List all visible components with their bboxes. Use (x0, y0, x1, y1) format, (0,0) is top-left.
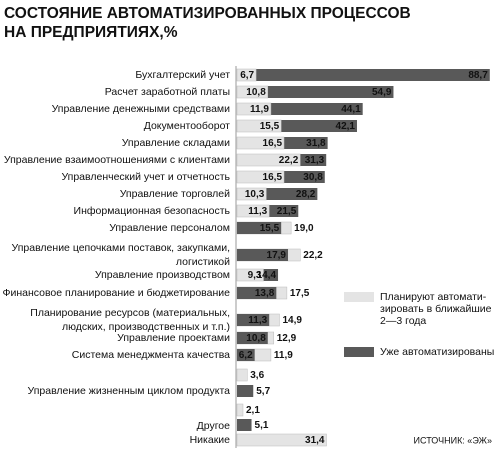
category-label: Другое (197, 420, 231, 432)
bar (236, 85, 269, 99)
value-label: 6,2 (239, 350, 253, 361)
value-label: 22,2 (303, 250, 323, 261)
category-label: Информационная безопасность (74, 205, 231, 217)
legend-label: Уже автоматизированы (380, 346, 494, 358)
bar (236, 268, 264, 282)
bar (236, 403, 244, 417)
bar (236, 153, 301, 167)
bar (237, 69, 490, 81)
value-label: 42,1 (336, 121, 356, 132)
bar (237, 249, 289, 261)
bar (236, 102, 272, 116)
bar (236, 204, 270, 218)
value-label: 22,2 (279, 155, 299, 166)
bar (237, 385, 254, 397)
bar (237, 287, 277, 299)
value-label: 16,5 (263, 172, 283, 183)
value-label: 11,3 (248, 315, 267, 326)
category-label: Управление производством (95, 269, 230, 281)
category-label: Расчет заработной платы (105, 86, 230, 98)
category-label: Управление цепочками поставок, закупками… (12, 242, 230, 254)
value-label: 16,5 (263, 138, 283, 149)
value-label: 28,2 (296, 189, 316, 200)
value-label: 15,5 (260, 223, 280, 234)
category-label: Документооборот (144, 120, 230, 132)
bar (236, 136, 285, 150)
value-label: 5,1 (255, 420, 269, 431)
category-label: логистикой (176, 256, 230, 268)
category-label: Управление денежными средствами (52, 103, 231, 115)
value-label: 12,9 (277, 333, 297, 344)
legend-label: зировать в ближайшие (380, 303, 492, 315)
value-label: 10,8 (246, 333, 266, 344)
value-label: 11,9 (274, 350, 293, 361)
source: ИСТОЧНИК: «ЭЖ» (414, 435, 492, 445)
bar (236, 187, 267, 201)
legend-label: 2—3 года (380, 315, 426, 327)
value-label: 31,8 (306, 138, 326, 149)
bar (237, 86, 394, 98)
value-label: 30,8 (303, 172, 323, 183)
value-label: 31,4 (305, 435, 325, 446)
category-label: людских, производственных и т.п.) (62, 321, 230, 333)
value-label: 15,5 (260, 121, 280, 132)
value-label: 54,9 (372, 87, 392, 98)
bar (236, 170, 285, 184)
value-label: 17,5 (290, 288, 310, 299)
value-label: 14,4 (257, 270, 277, 281)
legend-swatch (344, 347, 374, 357)
legend-swatch (344, 292, 374, 302)
bar (237, 222, 282, 234)
bar (237, 314, 270, 326)
value-label: 10,3 (245, 189, 265, 200)
value-label: 10,8 (246, 87, 266, 98)
value-label: 14,9 (282, 315, 302, 326)
value-label: 88,7 (468, 70, 488, 81)
bar (236, 68, 257, 82)
value-label: 6,7 (240, 70, 254, 81)
bar (236, 433, 327, 447)
category-label: Никакие (190, 434, 231, 446)
bar (237, 349, 255, 361)
value-label: 2,1 (246, 405, 260, 416)
bar (237, 332, 268, 344)
value-label: 19,0 (294, 223, 314, 234)
bar (237, 419, 252, 431)
category-label: Управление жизненным циклом продукта (28, 385, 231, 397)
category-label: Управление складами (122, 137, 230, 149)
bar (236, 368, 248, 382)
value-label: 5,7 (256, 386, 270, 397)
value-label: 21,5 (277, 206, 297, 217)
value-label: 9,3 (248, 270, 262, 281)
category-label: Управление торговлей (120, 188, 230, 200)
legend-label: Планируют автомати- (380, 291, 487, 303)
value-label: 31,3 (305, 155, 325, 166)
value-label: 11,3 (248, 206, 267, 217)
category-label: Система менеджмента качества (72, 349, 230, 361)
value-label: 13,8 (255, 288, 275, 299)
value-label: 44,1 (341, 104, 361, 115)
category-label: Управление взаимоотношениями с клиентами (4, 154, 230, 166)
category-label: Финансовое планирование и бюджетирование (2, 287, 230, 299)
category-label: Планирование ресурсов (материальных, (30, 307, 230, 319)
category-label: Бухгалтерский учет (135, 69, 230, 81)
chart-title: СОСТОЯНИЕ АВТОМАТИЗИРОВАННЫХ ПРОЦЕССОВ (4, 5, 411, 22)
value-label: 11,9 (250, 104, 269, 115)
chart-title: НА ПРЕДПРИЯТИЯХ,% (4, 24, 178, 41)
category-label: Управленческий учет и отчетность (61, 171, 230, 183)
value-label: 17,9 (267, 250, 287, 261)
category-label: Управление проектами (117, 332, 230, 344)
bar (236, 119, 282, 133)
category-label: Управление персоналом (109, 222, 230, 234)
value-label: 3,6 (250, 370, 264, 381)
